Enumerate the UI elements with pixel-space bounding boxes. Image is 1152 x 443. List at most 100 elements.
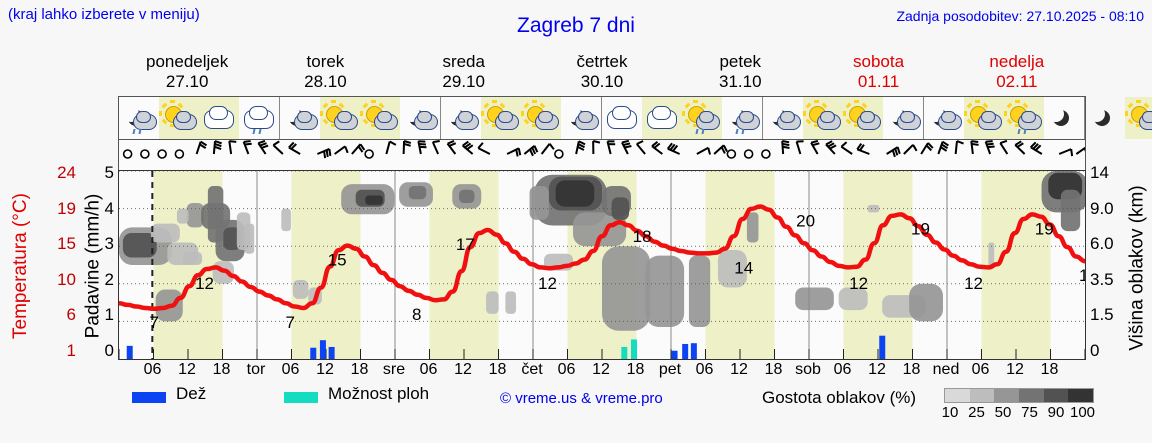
day-header-2: sreda 29.10	[395, 52, 533, 94]
icon-cell	[722, 97, 762, 139]
day-header-5: sobota 01.11	[809, 52, 947, 94]
axis-tick: 0	[1090, 341, 1100, 360]
x-tick-label: 06	[557, 361, 576, 378]
svg-text:14: 14	[734, 258, 753, 277]
x-tick-label: 12	[592, 361, 610, 378]
sun-cloud-icon	[481, 100, 521, 135]
precipitation-bars	[126, 335, 886, 359]
x-tick-label: 06	[143, 361, 162, 378]
temperature-labels: 7 12 7 15 8 17 12 18 14 20 12 19 12 19 13	[149, 212, 1085, 332]
svg-text:12: 12	[964, 274, 983, 293]
cloud-density-step	[1068, 389, 1094, 402]
svg-text:12: 12	[195, 274, 214, 293]
axis-tick: 24	[57, 163, 76, 182]
cloud-drizzle-icon	[239, 101, 279, 135]
sun-cloud-drizzle-icon	[682, 100, 722, 135]
cloud-density-step-label: 90	[1047, 404, 1065, 421]
moon-cloud-icon	[280, 101, 320, 135]
svg-text:13: 13	[1079, 266, 1085, 285]
cloud-density-color-ramp	[944, 388, 1094, 403]
wind-barbs-svg	[122, 140, 1085, 159]
last-update-label: Zadnja posodobitev: 27.10.2025 - 08:10	[896, 8, 1144, 24]
sun-cloud-icon	[843, 100, 883, 135]
day-date: 01.11	[857, 72, 900, 91]
day-date: 31.10	[718, 72, 762, 91]
sun-cloud-icon	[521, 100, 561, 135]
day-name: petek	[719, 52, 762, 71]
axis-tick: 2	[104, 269, 114, 289]
axis-tick: 1	[66, 341, 76, 360]
svg-text:7: 7	[149, 313, 158, 332]
svg-text:17: 17	[456, 235, 475, 254]
icon-cell	[280, 97, 320, 139]
axis-tick: 6	[66, 305, 76, 325]
day-date: 30.10	[580, 72, 624, 91]
sun-cloud-icon	[159, 100, 199, 135]
day-name: ponedeljek	[146, 52, 229, 71]
wind-barb-strip	[118, 140, 1086, 170]
icon-cell	[239, 97, 279, 139]
x-tick-label: 18	[212, 361, 231, 378]
cloud-density-step	[945, 389, 970, 402]
temperature-axis-ticks: 24 19 15 10 6 1	[40, 163, 76, 363]
icon-cell	[159, 97, 199, 139]
axis-tick: 3.5	[1090, 269, 1114, 289]
x-tick-label: sob	[795, 361, 821, 378]
svg-text:18: 18	[633, 227, 652, 246]
icon-cell	[1125, 97, 1152, 139]
icon-cell	[1004, 97, 1044, 139]
icon-day-2	[441, 97, 602, 139]
x-tick-label: 12	[454, 361, 472, 378]
axis-tick: 9.0	[1090, 198, 1114, 218]
temperature-curve	[119, 204, 1085, 312]
x-tick-label: 18	[626, 361, 645, 378]
rain-legend-label: Dež	[176, 384, 207, 403]
day-date: 29.10	[442, 72, 485, 91]
cloud-icon	[642, 101, 682, 135]
moon-cloud-icon	[400, 101, 440, 135]
moon-icon	[1085, 101, 1125, 135]
icon-cell	[481, 97, 521, 139]
x-tick-label: pet	[658, 361, 682, 378]
moon-icon	[1044, 101, 1084, 135]
temperature-axis-title: Temperatura (°C)	[6, 168, 36, 364]
svg-text:12: 12	[849, 274, 868, 293]
icon-cell	[561, 97, 601, 139]
page-title: Zagreb 7 dni	[517, 14, 635, 37]
cloud-density-step	[994, 389, 1020, 402]
icon-cell	[803, 97, 843, 139]
location-menu-note: (kraj lahko izberete v meniju)	[8, 6, 200, 23]
icon-day-4	[763, 97, 924, 139]
icon-day-6	[1085, 97, 1152, 139]
copyright-link[interactable]: © vreme.us & vreme.pro	[500, 390, 663, 407]
day-date: 27.10	[165, 72, 209, 91]
icon-cell	[883, 97, 923, 139]
x-tick-label: 12	[316, 361, 334, 378]
axis-tick: 6.0	[1090, 234, 1114, 254]
cloud-density-step	[969, 389, 995, 402]
cloud-density-step-label: 100	[1069, 404, 1096, 421]
day-header-row: ponedeljek 27.10 torek 28.10 sreda 29.10 četrt…	[118, 52, 1086, 94]
icon-cell	[964, 97, 1004, 139]
cloud-height-axis-title-text: Višina oblakov (km)	[1127, 185, 1148, 351]
x-tick-label: 12	[868, 361, 886, 378]
cloud-density-ramp-labels: 10 25 50 75 90 100	[938, 404, 1108, 424]
day-name: torek	[306, 52, 345, 71]
cloud-height-axis-ticks: 14 9.0 6.0 3.5 1.5 0	[1090, 163, 1130, 363]
axis-tick: 1	[104, 305, 114, 325]
icon-day-5	[924, 97, 1085, 139]
axis-tick: 3	[104, 234, 114, 254]
sun-cloud-icon	[320, 100, 360, 135]
showers-legend-swatch	[284, 392, 318, 403]
svg-text:19: 19	[1035, 219, 1054, 238]
axis-tick: 15	[57, 234, 76, 254]
icon-cell	[320, 97, 360, 139]
day-date: 28.10	[304, 72, 347, 91]
sun-cloud-icon	[360, 100, 400, 135]
icon-cell	[441, 97, 481, 139]
svg-text:19: 19	[911, 219, 930, 238]
x-tick-label: 12	[730, 361, 748, 378]
day-header-6: nedelja 02.11	[948, 52, 1086, 94]
axis-tick: 4	[104, 198, 114, 218]
day-name: sobota	[853, 52, 905, 71]
